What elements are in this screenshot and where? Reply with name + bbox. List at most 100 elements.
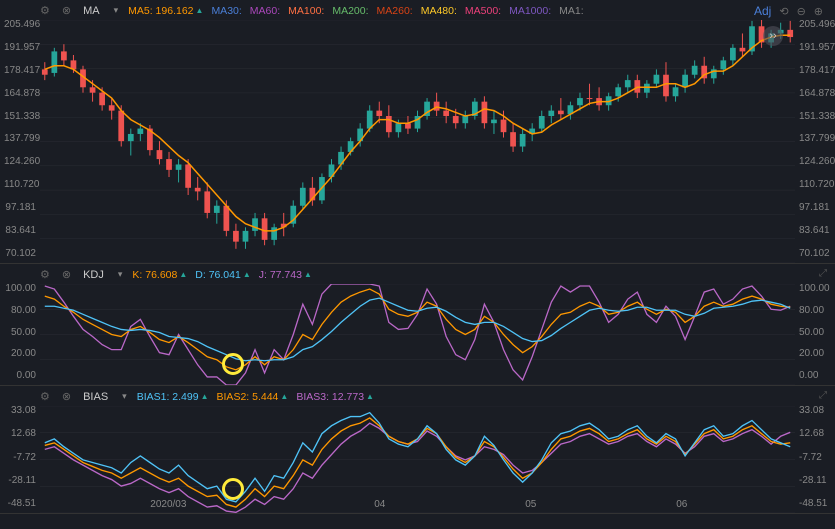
bias-chart-area [40,406,795,513]
top-right-controls: Adj ⟲ ⊖ ⊕ [754,4,823,18]
indicator-value: MA30: [211,5,241,17]
price-chart-area [40,20,795,263]
indicator-value: MA5: 196.162▲ [128,5,203,17]
xaxis-tick: 2020/03 [150,499,186,510]
kdj-panel: ⚙ ⊗ KDJ ▾ K: 76.608▲ D: 76.041▲ J: 77.743▲… [0,264,835,386]
axis-tick: 100.00 [799,284,831,294]
close-icon[interactable]: ⊗ [62,4,71,17]
price-chart-panel: ⚙ ⊗ MA ▾ MA5: 196.162▲ MA30: MA60: MA100: MA… [0,0,835,264]
xaxis-tick: 06 [676,499,687,510]
axis-tick: 12.68 [4,429,36,439]
indicator-value: K: 76.608▲ [132,269,187,281]
close-icon[interactable]: ⊗ [62,390,71,403]
axis-tick: -48.51 [4,499,36,509]
axis-tick: 137.799 [4,134,36,144]
axis-tick: -7.72 [4,453,36,463]
axis-tick: 124.260 [4,157,36,167]
axis-tick: 20.00 [4,349,36,359]
highlight-circle [222,478,244,500]
indicator-name: BIAS [83,391,108,403]
axis-tick: 97.181 [799,203,831,213]
adj-link[interactable]: Adj [754,4,771,18]
axis-tick: 0.00 [799,371,831,381]
axis-tick: 110.720 [799,180,831,190]
axis-tick: 83.641 [799,226,831,236]
nav-right-arrow[interactable]: ›› [763,26,783,46]
chevron-down-icon[interactable]: ▾ [122,391,127,402]
kdj-axis-left: 100.00 80.00 50.00 20.00 0.00 [0,264,40,385]
bias-header: ⚙ ⊗ BIAS ▾ BIAS1: 2.499▲ BIAS2: 5.444▲ BIA… [40,390,382,403]
axis-tick: 70.102 [799,249,831,259]
axis-tick: 191.957 [4,43,36,53]
axis-tick: 80.00 [4,306,36,316]
bias-axis-right: 33.08 12.68 -7.72 -28.11 -48.51 [795,386,835,513]
axis-tick: 100.00 [4,284,36,294]
gear-icon[interactable]: ⚙ [40,390,50,403]
axis-tick: 205.496 [4,20,36,30]
axis-tick: 33.08 [4,406,36,416]
axis-tick: 137.799 [799,134,831,144]
axis-tick: 70.102 [4,249,36,259]
axis-tick: 205.496 [799,20,831,30]
axis-tick: 0.00 [4,371,36,381]
ma-header: ⚙ ⊗ MA ▾ MA5: 196.162▲ MA30: MA60: MA100: MA… [40,4,592,17]
axis-tick: 178.417 [4,66,36,76]
kdj-axis-right: 100.00 80.00 50.00 20.00 0.00 [795,264,835,385]
chevron-down-icon[interactable]: ▾ [118,269,123,280]
indicator-value: J: 77.743▲ [259,269,312,281]
price-axis-right: 205.496 191.957 178.417 164.878 151.338 137.7… [795,0,835,263]
gear-icon[interactable]: ⚙ [40,268,50,281]
axis-tick: 151.338 [4,112,36,122]
indicator-value: MA260: [377,5,413,17]
axis-tick: 50.00 [799,328,831,338]
x-axis: 2020/03 04 05 06 [40,499,795,513]
axis-tick: 50.00 [4,328,36,338]
axis-tick: -28.11 [799,476,831,486]
expand-icon[interactable]: ⤢ [819,268,827,279]
axis-tick: 110.720 [4,180,36,190]
close-icon[interactable]: ⊗ [62,268,71,281]
xaxis-tick: 05 [525,499,536,510]
axis-tick: 151.338 [799,112,831,122]
kdj-chart-area [40,284,795,385]
zoom-in-icon[interactable]: ⊕ [814,5,823,18]
axis-tick: -7.72 [799,453,831,463]
indicator-value: MA200: [332,5,368,17]
indicator-value: D: 76.041▲ [195,269,250,281]
indicator-value: MA480: [421,5,457,17]
indicator-value: BIAS1: 2.499▲ [137,391,209,403]
axis-tick: -28.11 [4,476,36,486]
indicator-name: KDJ [83,269,104,281]
expand-icon[interactable]: ⤢ [819,390,827,401]
gear-icon[interactable]: ⚙ [40,4,50,17]
zoom-out-icon[interactable]: ⊖ [797,5,806,18]
indicator-name: MA [83,5,100,17]
axis-tick: 191.957 [799,43,831,53]
indicator-value: BIAS3: 12.773▲ [296,391,374,403]
indicator-value: BIAS2: 5.444▲ [217,391,289,403]
axis-tick: 164.878 [4,89,36,99]
axis-tick: 12.68 [799,429,831,439]
bias-axis-left: 33.08 12.68 -7.72 -28.11 -48.51 [0,386,40,513]
axis-tick: 97.181 [4,203,36,213]
axis-tick: 83.641 [4,226,36,236]
xaxis-tick: 04 [374,499,385,510]
undo-icon[interactable]: ⟲ [779,5,788,18]
axis-tick: 80.00 [799,306,831,316]
axis-tick: 20.00 [799,349,831,359]
axis-tick: 164.878 [799,89,831,99]
axis-tick: 33.08 [799,406,831,416]
indicator-value: MA500: [465,5,501,17]
chevron-down-icon[interactable]: ▾ [114,5,119,16]
bias-panel: ⚙ ⊗ BIAS ▾ BIAS1: 2.499▲ BIAS2: 5.444▲ BIA… [0,386,835,514]
axis-tick: -48.51 [799,499,831,509]
highlight-circle [222,353,244,375]
indicator-value: MA60: [250,5,280,17]
price-axis-left: 205.496 191.957 178.417 164.878 151.338 137.7… [0,0,40,263]
indicator-value: MA1000: [509,5,551,17]
indicator-value: MA1: [559,5,584,17]
axis-tick: 178.417 [799,66,831,76]
indicator-value: MA100: [288,5,324,17]
kdj-header: ⚙ ⊗ KDJ ▾ K: 76.608▲ D: 76.041▲ J: 77.743▲ [40,268,320,281]
axis-tick: 124.260 [799,157,831,167]
